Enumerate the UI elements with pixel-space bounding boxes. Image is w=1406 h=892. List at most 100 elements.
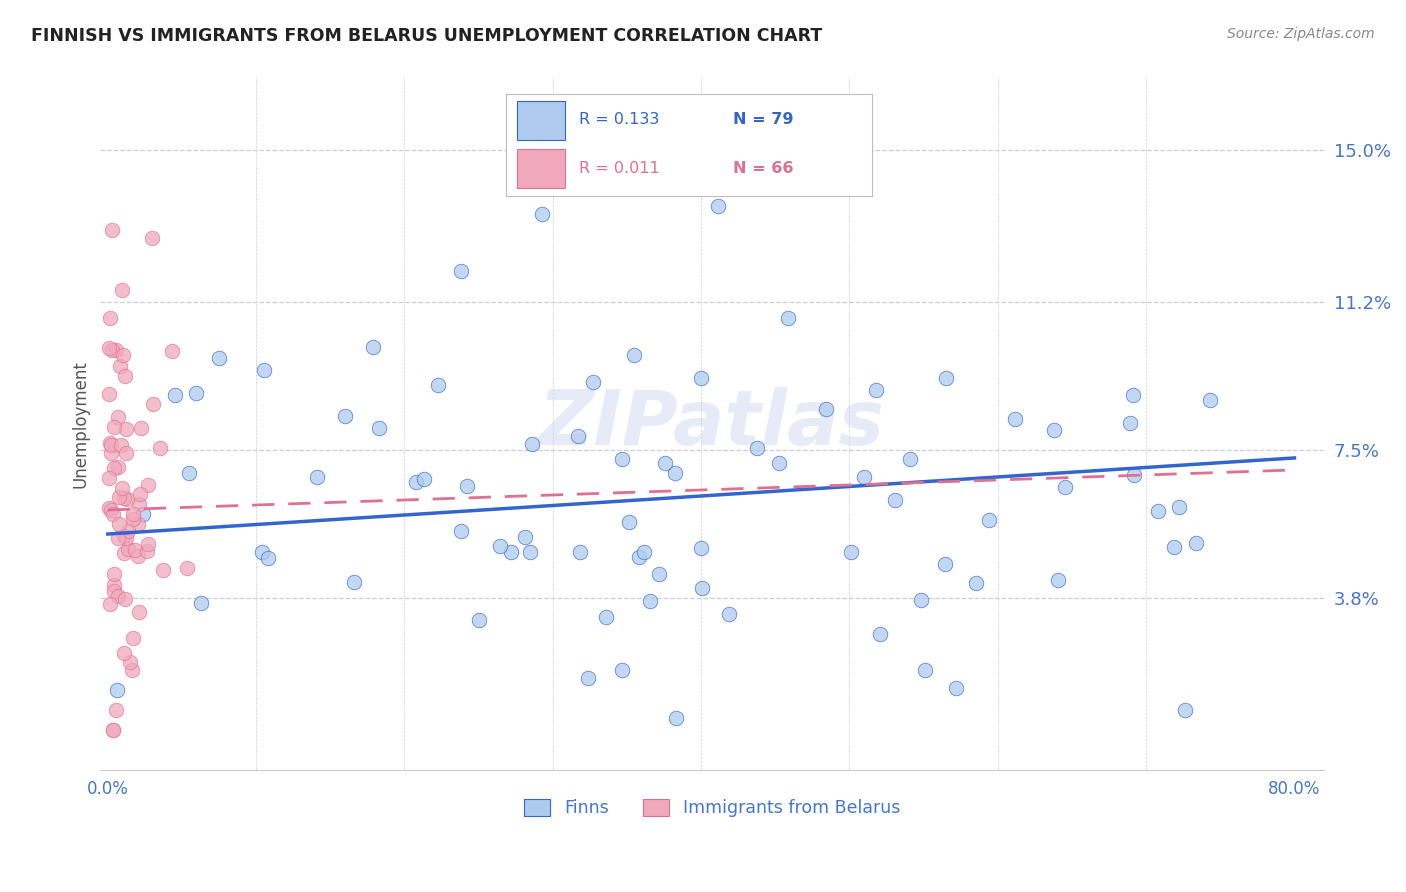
Point xyxy=(576,671,599,685)
Point xyxy=(1119,416,1142,430)
Point xyxy=(945,681,967,695)
Point xyxy=(343,575,366,590)
Point xyxy=(121,663,143,677)
Point xyxy=(103,566,125,581)
Bar xyxy=(517,149,565,188)
Point xyxy=(776,310,799,325)
Point xyxy=(664,467,686,481)
Point xyxy=(118,655,141,669)
Point xyxy=(1042,423,1064,437)
Point xyxy=(100,446,122,460)
Point xyxy=(595,610,617,624)
Point xyxy=(141,230,163,244)
Point xyxy=(1122,468,1144,483)
Point xyxy=(132,507,155,521)
Point xyxy=(610,452,633,467)
Point xyxy=(103,461,125,475)
Point xyxy=(841,545,863,559)
Point xyxy=(934,557,956,571)
Text: N = 66: N = 66 xyxy=(733,161,793,176)
Point xyxy=(107,410,129,425)
Point xyxy=(104,343,127,357)
Point xyxy=(128,497,150,511)
Point xyxy=(98,386,121,401)
Point xyxy=(176,561,198,575)
Point xyxy=(1174,703,1197,717)
Point xyxy=(98,435,121,450)
Point xyxy=(612,663,634,677)
Point xyxy=(633,545,655,559)
Point xyxy=(638,594,661,608)
Point xyxy=(115,491,138,506)
Point xyxy=(1122,387,1144,401)
Point xyxy=(253,363,276,377)
Point xyxy=(101,723,124,738)
Point xyxy=(623,348,645,362)
Point xyxy=(450,264,472,278)
Text: R = 0.011: R = 0.011 xyxy=(579,161,659,176)
Point xyxy=(1163,540,1185,554)
Point xyxy=(250,545,273,559)
Point xyxy=(115,446,138,460)
Point xyxy=(121,507,143,521)
Point xyxy=(405,475,427,489)
Point xyxy=(112,529,135,543)
Point xyxy=(122,512,145,526)
Legend: Finns, Immigrants from Belarus: Finns, Immigrants from Belarus xyxy=(517,792,907,824)
Point xyxy=(103,584,125,599)
Point xyxy=(152,563,174,577)
Point xyxy=(114,531,136,545)
Point xyxy=(413,472,436,486)
Text: FINNISH VS IMMIGRANTS FROM BELARUS UNEMPLOYMENT CORRELATION CHART: FINNISH VS IMMIGRANTS FROM BELARUS UNEMP… xyxy=(31,27,823,45)
Point xyxy=(101,343,124,357)
Point xyxy=(107,589,129,603)
Point xyxy=(136,537,159,551)
Point xyxy=(98,310,121,325)
Point xyxy=(1199,392,1222,407)
Point xyxy=(367,421,389,435)
Point xyxy=(112,546,135,560)
Point xyxy=(149,441,172,455)
Point xyxy=(426,378,449,392)
Point xyxy=(692,581,714,595)
Point xyxy=(519,545,541,559)
Point xyxy=(977,513,1000,527)
Point xyxy=(883,492,905,507)
Point xyxy=(105,703,128,717)
Point xyxy=(568,545,591,559)
Point xyxy=(865,384,887,398)
Text: ZIPatlas: ZIPatlas xyxy=(540,387,886,461)
Text: N = 79: N = 79 xyxy=(733,112,793,128)
Point xyxy=(489,539,512,553)
Point xyxy=(127,549,149,564)
Point xyxy=(718,607,741,622)
Point xyxy=(898,451,921,466)
Point xyxy=(103,578,125,592)
Point xyxy=(1147,504,1170,518)
Y-axis label: Unemployment: Unemployment xyxy=(72,360,89,488)
Point xyxy=(98,341,121,355)
Point xyxy=(115,422,138,436)
Point xyxy=(110,438,132,452)
Point xyxy=(114,369,136,384)
Point xyxy=(136,478,159,492)
Point xyxy=(654,456,676,470)
Point xyxy=(98,500,121,515)
Text: Source: ZipAtlas.com: Source: ZipAtlas.com xyxy=(1227,27,1375,41)
Point xyxy=(108,490,131,504)
Point xyxy=(190,596,212,610)
Point xyxy=(690,371,713,385)
Point xyxy=(128,487,150,501)
Point xyxy=(522,437,544,451)
Point xyxy=(111,481,134,495)
Point xyxy=(513,530,536,544)
Point xyxy=(361,340,384,354)
Point xyxy=(207,351,229,366)
Point xyxy=(101,222,124,236)
Point xyxy=(1054,480,1077,494)
Point xyxy=(163,387,186,401)
Point xyxy=(307,470,329,484)
Text: R = 0.133: R = 0.133 xyxy=(579,112,659,128)
Point xyxy=(108,359,131,373)
Point xyxy=(100,438,122,452)
